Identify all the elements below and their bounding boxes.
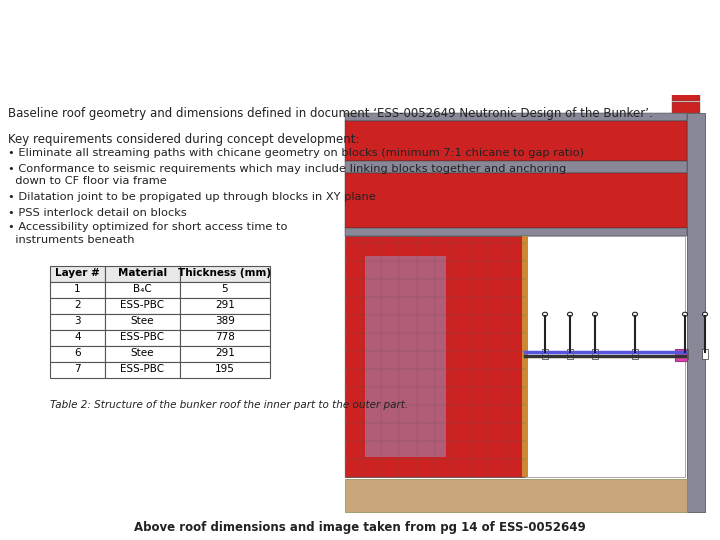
- Bar: [345, 235, 525, 477]
- Bar: [180, 346, 270, 361]
- Bar: [592, 349, 598, 359]
- Bar: [180, 329, 270, 346]
- Bar: [180, 281, 270, 298]
- Bar: [675, 349, 687, 361]
- Bar: [522, 235, 528, 477]
- Bar: [672, 90, 700, 100]
- Text: B₄C: B₄C: [133, 285, 152, 294]
- Text: 778: 778: [215, 333, 235, 342]
- Bar: [345, 227, 687, 235]
- Bar: [672, 102, 700, 112]
- Text: Stee: Stee: [131, 348, 154, 359]
- Text: 7: 7: [74, 364, 81, 375]
- Bar: [50, 346, 105, 361]
- Text: ess: ess: [580, 31, 616, 50]
- Text: Above roof dimensions and image taken from pg 14 of ESS-0052649: Above roof dimensions and image taken fr…: [134, 521, 586, 534]
- Text: Table 2: Structure of the bunker roof the inner part to the outer part.: Table 2: Structure of the bunker roof th…: [50, 400, 408, 409]
- Bar: [672, 65, 700, 77]
- Text: 2: 2: [74, 300, 81, 310]
- Text: 291: 291: [215, 348, 235, 359]
- Text: 195: 195: [215, 364, 235, 375]
- Bar: [180, 314, 270, 329]
- Bar: [105, 361, 180, 377]
- Text: 6: 6: [74, 348, 81, 359]
- Text: Thickness (mm): Thickness (mm): [179, 268, 271, 279]
- Bar: [702, 349, 708, 359]
- Bar: [50, 266, 105, 281]
- Text: 1: 1: [74, 285, 81, 294]
- Bar: [345, 160, 687, 172]
- Text: ESS-PBC: ESS-PBC: [120, 300, 165, 310]
- Bar: [105, 329, 180, 346]
- Ellipse shape: [632, 312, 637, 316]
- Ellipse shape: [683, 312, 688, 316]
- Bar: [525, 235, 685, 477]
- Text: • Dilatation joint to be propigated up through blocks in XY plane: • Dilatation joint to be propigated up t…: [8, 192, 376, 202]
- Text: Layer #: Layer #: [55, 268, 100, 279]
- Text: • Accessibility optimized for short access time to
  instruments beneath: • Accessibility optimized for short acce…: [8, 222, 287, 245]
- Bar: [105, 266, 180, 281]
- Bar: [180, 266, 270, 281]
- Bar: [345, 479, 687, 512]
- Bar: [687, 112, 705, 512]
- Bar: [340, 112, 715, 512]
- Bar: [345, 120, 687, 160]
- Text: Material: Material: [118, 268, 167, 279]
- Text: 5: 5: [222, 285, 228, 294]
- Text: EUROPEAN
SPALLATION
SOURCE: EUROPEAN SPALLATION SOURCE: [673, 28, 719, 61]
- Text: 389: 389: [215, 316, 235, 327]
- Text: Stee: Stee: [131, 316, 154, 327]
- Bar: [105, 281, 180, 298]
- Bar: [180, 361, 270, 377]
- Text: • Conformance to seismic requirements which may include linking blocks together : • Conformance to seismic requirements wh…: [8, 164, 566, 186]
- Text: ESS-PBC: ESS-PBC: [120, 333, 165, 342]
- Ellipse shape: [593, 312, 598, 316]
- Text: • Eliminate all streaming paths with chicane geometry on blocks (minimum 7:1 chi: • Eliminate all streaming paths with chi…: [8, 148, 584, 159]
- Bar: [50, 361, 105, 377]
- Ellipse shape: [542, 312, 547, 316]
- Bar: [672, 78, 700, 89]
- Bar: [345, 172, 687, 227]
- Bar: [365, 255, 446, 457]
- Bar: [682, 349, 688, 359]
- Text: Preliminary engineering 6: Preliminary engineering 6: [14, 11, 423, 39]
- Text: Baseline roof geometry and dimensions defined in document ‘ESS-0052649 Neutronic: Baseline roof geometry and dimensions de…: [8, 106, 653, 119]
- Bar: [180, 298, 270, 314]
- Bar: [105, 314, 180, 329]
- Ellipse shape: [567, 312, 572, 316]
- Text: 3: 3: [74, 316, 81, 327]
- Text: 4: 4: [74, 333, 81, 342]
- Bar: [567, 349, 573, 359]
- Bar: [50, 281, 105, 298]
- Bar: [542, 349, 548, 359]
- Text: ESS-PBC: ESS-PBC: [120, 364, 165, 375]
- Bar: [632, 349, 638, 359]
- Bar: [105, 298, 180, 314]
- Bar: [50, 298, 105, 314]
- Bar: [345, 112, 687, 120]
- Text: Key requirements considered during concept development:: Key requirements considered during conce…: [8, 132, 359, 145]
- Text: 291: 291: [215, 300, 235, 310]
- Bar: [105, 346, 180, 361]
- Ellipse shape: [703, 312, 708, 316]
- Bar: [50, 314, 105, 329]
- Bar: [50, 329, 105, 346]
- Text: • PSS interlock detail on blocks: • PSS interlock detail on blocks: [8, 207, 186, 218]
- Text: Roof: Roof: [14, 55, 58, 73]
